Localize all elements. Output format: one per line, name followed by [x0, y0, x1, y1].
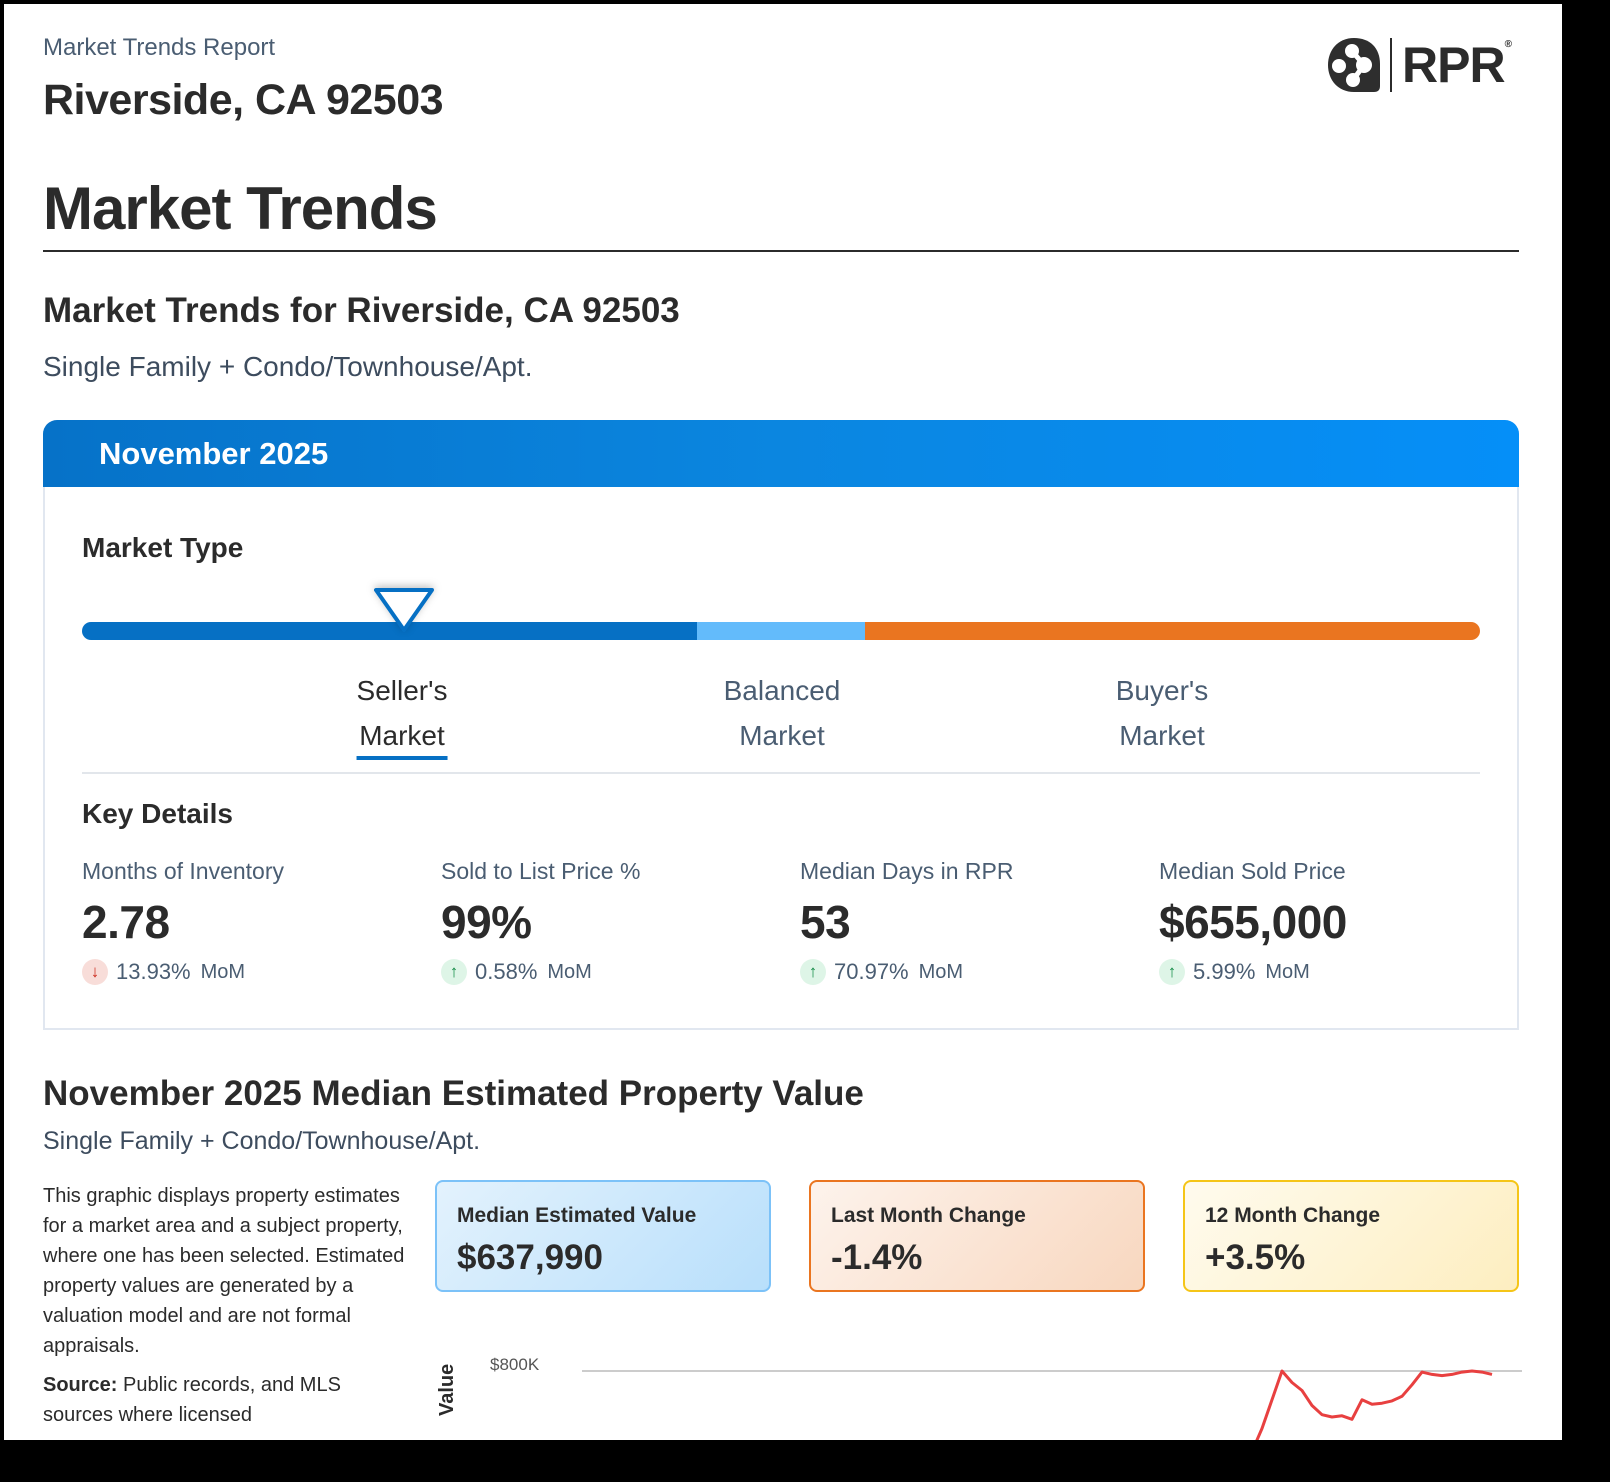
market-type-scale — [82, 622, 1480, 640]
arrow-up-icon: ↑ — [441, 959, 467, 985]
option-line2: Market — [739, 720, 825, 751]
metric-label: Months of Inventory — [82, 858, 284, 884]
option-sellers-market: Seller's Market — [357, 668, 448, 760]
card-label: 12 Month Change — [1205, 1204, 1381, 1227]
option-balanced-market: Balanced Market — [724, 668, 841, 758]
last-month-change-card: Last Month Change -1.4% — [809, 1180, 1145, 1292]
option-line2: Market — [359, 720, 445, 751]
option-line1: Buyer's — [1115, 675, 1209, 706]
source-text: Public records, and MLS sources where li… — [43, 1374, 341, 1426]
twelve-month-change-card: 12 Month Change +3.5% — [1183, 1180, 1519, 1292]
card-header: November 2025 — [43, 420, 1519, 487]
metric-value: $655,000 — [1159, 896, 1347, 948]
change-percent: 70.97% — [834, 959, 909, 984]
change-unit: MoM — [547, 960, 592, 983]
property-value-description: This graphic displays property estimates… — [43, 1185, 405, 1357]
report-label: Market Trends Report — [43, 34, 276, 61]
card-value: +3.5% — [1205, 1238, 1306, 1277]
section-title: Market Trends for Riverside, CA 92503 — [43, 291, 680, 330]
report-page: Market Trends Report Riverside, CA 92503… — [4, 4, 1562, 1440]
card-value: -1.4% — [831, 1238, 923, 1277]
title-divider — [43, 250, 1519, 252]
change-percent: 5.99% — [1193, 959, 1256, 984]
card-label: Last Month Change — [831, 1204, 1026, 1227]
metric-label: Sold to List Price % — [441, 858, 641, 884]
metric-change: ↑ 70.97% MoM — [800, 959, 1140, 985]
market-type-label: Market Type — [82, 532, 244, 563]
metric-median-sold-price: Median Sold Price $655,000 ↑ 5.99% MoM — [1159, 858, 1499, 985]
card-label: Median Estimated Value — [457, 1204, 697, 1227]
logo-wordmark: RPR® — [1402, 37, 1512, 93]
change-percent: 0.58% — [475, 959, 538, 984]
metric-change: ↑ 5.99% MoM — [1159, 959, 1499, 985]
source-note: Source: Public records, and MLS sources … — [43, 1370, 413, 1430]
rpr-logo: RPR® — [1326, 36, 1512, 94]
metric-value: 53 — [800, 896, 851, 948]
period-label: November 2025 — [99, 436, 329, 471]
change-unit: MoM — [1265, 960, 1310, 983]
property-value-subtitle: Single Family + Condo/Townhouse/Apt. — [43, 1127, 481, 1155]
chart-plot — [582, 1369, 1522, 1440]
arrow-down-icon: ↓ — [82, 959, 108, 985]
metric-months-of-inventory: Months of Inventory 2.78 ↓ 13.93% MoM — [82, 858, 422, 985]
option-line1: Balanced — [723, 675, 841, 706]
seller-segment — [82, 622, 698, 640]
logo-divider — [1390, 38, 1392, 92]
arrow-up-icon: ↑ — [800, 959, 826, 985]
y-tick-label: $800K — [490, 1355, 540, 1374]
metric-value: 2.78 — [82, 896, 170, 948]
page-title: Market Trends — [43, 175, 438, 242]
property-value-chart: $800K Value — [424, 1344, 1524, 1440]
metric-change: ↓ 13.93% MoM — [82, 959, 422, 985]
option-buyers-market: Buyer's Market — [1116, 668, 1209, 758]
buyer-segment — [864, 622, 1480, 640]
change-unit: MoM — [200, 960, 246, 983]
balanced-segment — [697, 622, 865, 640]
change-unit: MoM — [918, 960, 964, 983]
rpr-logo-icon — [1328, 38, 1380, 92]
series-line-1 — [1255, 1369, 1493, 1440]
market-position-marker-icon — [373, 588, 434, 632]
source-label: Source: — [43, 1374, 118, 1396]
option-line2: Market — [1119, 720, 1205, 751]
metric-label: Median Days in RPR — [800, 858, 1014, 884]
arrow-up-icon: ↑ — [1159, 959, 1185, 985]
location-title: Riverside, CA 92503 — [43, 76, 444, 124]
metric-value: 99% — [441, 896, 532, 948]
property-value-title: November 2025 Median Estimated Property … — [43, 1074, 864, 1113]
key-details-label: Key Details — [82, 798, 233, 829]
median-estimated-value-card: Median Estimated Value $637,990 — [435, 1180, 771, 1292]
card-divider — [82, 772, 1480, 774]
option-line1: Seller's — [356, 675, 448, 706]
metric-change: ↑ 0.58% MoM — [441, 959, 781, 985]
metric-median-days: Median Days in RPR 53 ↑ 70.97% MoM — [800, 858, 1140, 985]
change-percent: 13.93% — [116, 959, 191, 984]
metric-sold-to-list: Sold to List Price % 99% ↑ 0.58% MoM — [441, 858, 781, 985]
metric-label: Median Sold Price — [1159, 858, 1346, 884]
card-value: $637,990 — [457, 1238, 603, 1277]
section-subtitle: Single Family + Condo/Townhouse/Apt. — [43, 351, 533, 382]
market-type-card: November 2025 Market Type Seller's Marke… — [43, 420, 1519, 1030]
